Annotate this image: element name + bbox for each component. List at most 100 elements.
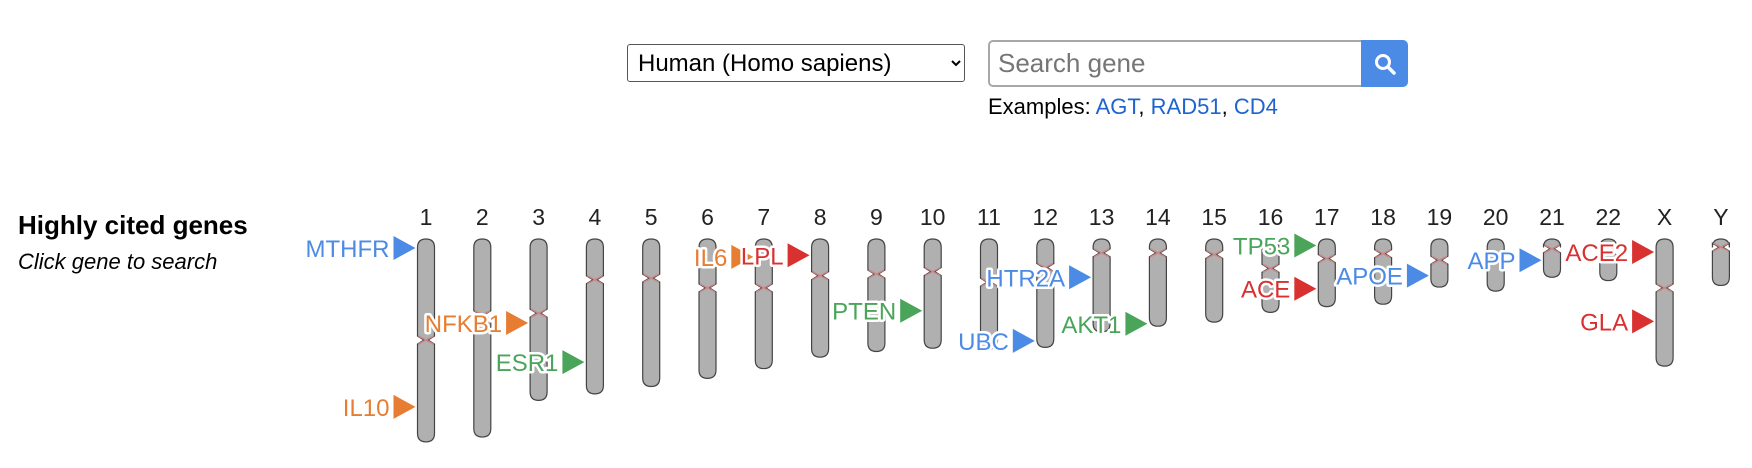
search-button[interactable]	[1361, 40, 1408, 87]
chromosome-7[interactable]: 7	[754, 204, 773, 370]
gene-ubc[interactable]: UBC	[956, 326, 1035, 358]
gene-label[interactable]: HTR2A	[984, 263, 1068, 295]
centromere-mark	[530, 308, 547, 318]
gene-label[interactable]: PTEN	[830, 296, 899, 328]
search-input[interactable]	[988, 40, 1361, 87]
gene-marker[interactable]	[1294, 233, 1317, 258]
gene-akt1[interactable]: AKT1	[1059, 309, 1148, 341]
gene-nfkb1[interactable]: NFKB1	[422, 308, 529, 340]
chromosome-3[interactable]: 3	[529, 204, 548, 401]
centromere-mark	[1262, 263, 1279, 274]
gene-ace2[interactable]: ACE2	[1563, 238, 1655, 270]
gene-marker[interactable]	[1012, 328, 1035, 353]
chromosome-13[interactable]: 13	[1089, 204, 1115, 333]
chromosome-Y[interactable]: Y	[1711, 204, 1730, 287]
gene-label[interactable]: ESR1	[493, 348, 561, 380]
gene-label[interactable]: APOE	[1334, 261, 1406, 293]
centromere-mark	[755, 283, 772, 293]
centromere-mark	[1375, 249, 1391, 259]
gene-marker[interactable]	[506, 310, 529, 335]
chromosome-body	[923, 238, 942, 349]
chromosome-12[interactable]: 12	[1033, 204, 1059, 348]
gene-marker[interactable]	[1632, 309, 1655, 334]
chromosome-body	[1036, 238, 1055, 348]
chromosome-9[interactable]: 9	[867, 204, 886, 353]
gene-marker[interactable]	[731, 244, 754, 269]
gene-marker[interactable]	[1125, 311, 1148, 336]
chromosome-18[interactable]: 18	[1370, 204, 1396, 305]
chromosome-body	[473, 238, 492, 438]
centromere-mark	[1318, 253, 1335, 264]
chromosome-5[interactable]: 5	[642, 204, 661, 388]
chromosome-14[interactable]: 14	[1145, 204, 1171, 327]
gene-label[interactable]: LPL	[738, 241, 786, 273]
chromosome-label: 10	[920, 204, 946, 230]
gene-pten[interactable]: PTEN	[830, 296, 923, 328]
chromosome-label: 9	[870, 204, 883, 230]
gene-label[interactable]: ACE2	[1563, 238, 1631, 270]
gene-label[interactable]: MTHFR	[303, 233, 392, 265]
gene-label[interactable]: ACE	[1238, 274, 1292, 306]
chromosome-label: 21	[1539, 204, 1565, 230]
chromosome-6[interactable]: 6	[698, 204, 717, 379]
chromosome-20[interactable]: 20	[1483, 204, 1509, 292]
chromosome-body	[698, 238, 717, 379]
gene-htr2a[interactable]: HTR2A	[984, 263, 1092, 295]
gene-label[interactable]: NFKB1	[422, 308, 504, 340]
gene-marker[interactable]	[562, 350, 585, 375]
chromosome-10[interactable]: 10	[920, 204, 946, 349]
centromere-mark	[812, 271, 828, 281]
centromere-mark	[1713, 242, 1729, 252]
species-select[interactable]: Human (Homo sapiens)	[627, 44, 965, 82]
gene-gla[interactable]: GLA	[1578, 307, 1655, 339]
chromosome-body	[754, 238, 773, 370]
gene-label[interactable]: UBC	[956, 326, 1012, 358]
gene-il6[interactable]: IL6	[691, 242, 754, 274]
gene-marker[interactable]	[1632, 240, 1655, 265]
gene-esr1[interactable]: ESR1	[493, 348, 585, 380]
gene-label[interactable]: GLA	[1578, 307, 1631, 339]
gene-apoe[interactable]: APOE	[1334, 261, 1429, 293]
chromosome-22[interactable]: 22	[1596, 204, 1622, 282]
gene-marker[interactable]	[393, 394, 416, 419]
gene-mthfr[interactable]: MTHFR	[303, 233, 416, 265]
gene-il10[interactable]: IL10	[340, 392, 416, 424]
gene-label[interactable]: AKT1	[1059, 309, 1124, 341]
chromosome-body	[1317, 238, 1336, 308]
chromosome-19[interactable]: 19	[1427, 204, 1453, 288]
chromosome-1[interactable]: 1	[416, 204, 436, 443]
gene-label[interactable]: APP	[1465, 246, 1518, 278]
chromosome-8[interactable]: 8	[811, 204, 830, 358]
ideogram-subheading: Click gene to search	[18, 249, 218, 274]
chromosome-21[interactable]: 21	[1539, 204, 1565, 278]
gene-marker[interactable]	[900, 298, 923, 323]
centromere-mark	[1656, 283, 1673, 293]
gene-label[interactable]: IL10	[340, 392, 392, 424]
gene-marker[interactable]	[787, 243, 810, 268]
gene-app[interactable]: APP	[1465, 246, 1542, 278]
gene-label[interactable]: TP53	[1230, 231, 1292, 263]
chromosome-11[interactable]: 11	[977, 204, 1001, 350]
gene-marker[interactable]	[393, 235, 416, 260]
gene-tp53[interactable]: TP53	[1230, 231, 1317, 263]
chromosome-17[interactable]: 17	[1314, 204, 1340, 308]
gene-marker[interactable]	[1069, 265, 1092, 290]
chromosome-2[interactable]: 2	[473, 204, 492, 438]
gene-marker[interactable]	[1406, 263, 1429, 288]
example-gene-link[interactable]: RAD51	[1150, 94, 1222, 119]
centromere-mark	[643, 273, 660, 283]
gene-marker[interactable]	[1294, 276, 1317, 301]
gene-lpl[interactable]: LPL	[738, 241, 810, 273]
gene-ace[interactable]: ACE	[1238, 274, 1317, 306]
search-icon	[1374, 53, 1396, 75]
gene-label[interactable]: IL6	[691, 242, 729, 274]
example-gene-link[interactable]: AGT	[1095, 94, 1139, 119]
chromosome-15[interactable]: 15	[1201, 204, 1227, 323]
chromosome-X[interactable]: X	[1655, 204, 1674, 367]
chromosome-4[interactable]: 4	[585, 204, 604, 395]
example-gene-link[interactable]: CD4	[1233, 94, 1278, 119]
gene-marker[interactable]	[1519, 248, 1542, 273]
chromosome-label: X	[1657, 204, 1672, 230]
chromosome-16[interactable]: 16	[1258, 204, 1284, 313]
centromere-mark	[1150, 248, 1166, 258]
